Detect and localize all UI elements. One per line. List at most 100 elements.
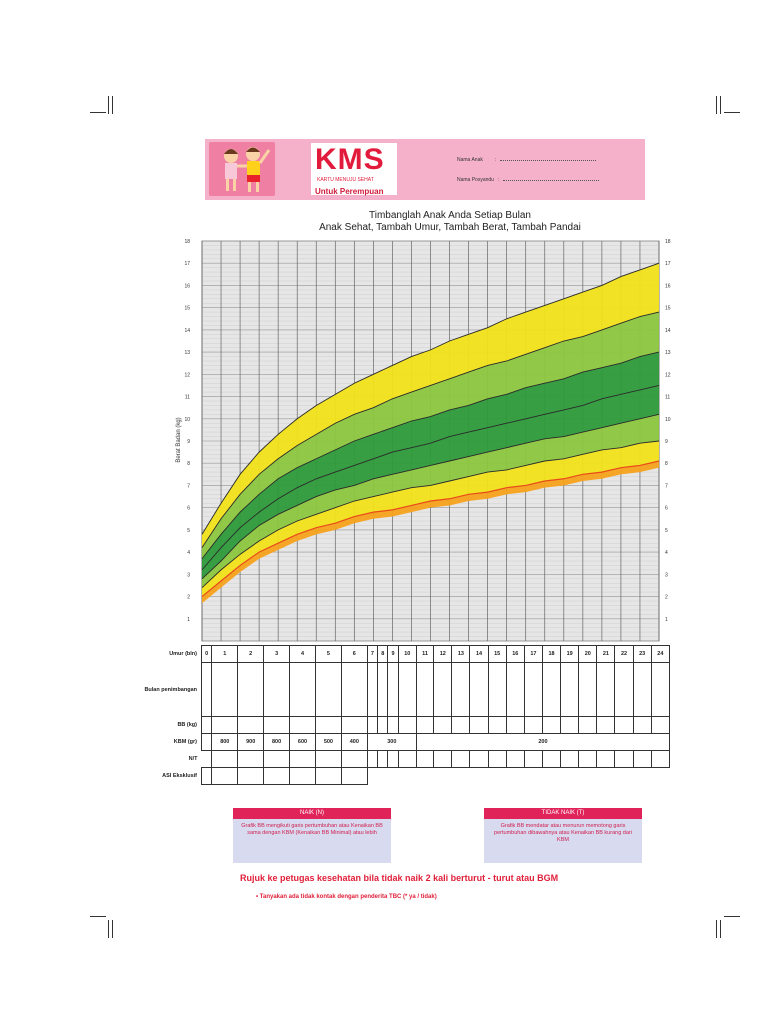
input-cell[interactable] bbox=[263, 662, 291, 717]
input-cell[interactable] bbox=[541, 716, 562, 734]
input-cell[interactable] bbox=[314, 716, 342, 734]
input-cell[interactable] bbox=[505, 662, 525, 717]
input-cell[interactable] bbox=[415, 662, 435, 717]
input-cell[interactable] bbox=[650, 716, 671, 734]
input-cell[interactable] bbox=[469, 716, 489, 734]
input-cell[interactable] bbox=[523, 662, 543, 717]
input-cell[interactable] bbox=[200, 767, 213, 785]
input-cell[interactable] bbox=[387, 750, 399, 768]
input-cell[interactable] bbox=[560, 750, 580, 768]
input-cell[interactable] bbox=[366, 750, 379, 768]
input-cell[interactable] bbox=[596, 716, 616, 734]
month-cell: 11 bbox=[415, 645, 435, 663]
input-cell[interactable] bbox=[596, 662, 616, 717]
input-cell[interactable] bbox=[632, 662, 652, 717]
input-cell[interactable] bbox=[237, 750, 265, 768]
input-cell[interactable] bbox=[523, 716, 543, 734]
y-tick-label-left: 2 bbox=[187, 595, 190, 601]
input-cell[interactable] bbox=[211, 716, 239, 734]
input-cell[interactable] bbox=[377, 716, 389, 734]
input-cell[interactable] bbox=[314, 767, 342, 785]
input-cell[interactable] bbox=[340, 716, 368, 734]
y-tick-label-right: 12 bbox=[665, 372, 671, 378]
input-cell[interactable] bbox=[614, 750, 634, 768]
input-cell[interactable] bbox=[263, 716, 291, 734]
input-cell[interactable] bbox=[433, 662, 453, 717]
input-cell[interactable] bbox=[340, 767, 368, 785]
month-cell: 15 bbox=[487, 645, 507, 663]
input-cell[interactable] bbox=[650, 750, 671, 768]
month-cell: 16 bbox=[505, 645, 525, 663]
input-cell[interactable] bbox=[377, 662, 389, 717]
input-cell[interactable] bbox=[487, 716, 507, 734]
input-cell[interactable] bbox=[596, 750, 616, 768]
input-cell[interactable] bbox=[397, 662, 417, 717]
input-cell[interactable] bbox=[415, 716, 435, 734]
input-cell[interactable] bbox=[211, 767, 239, 785]
growth-curve bbox=[201, 262, 660, 535]
input-cell[interactable] bbox=[340, 662, 368, 717]
input-cell[interactable] bbox=[632, 750, 652, 768]
input-cell[interactable] bbox=[366, 662, 379, 717]
input-cell[interactable] bbox=[451, 662, 471, 717]
input-cell[interactable] bbox=[505, 716, 525, 734]
input-cell[interactable] bbox=[578, 716, 598, 734]
input-cell[interactable] bbox=[289, 716, 316, 734]
input-cell[interactable] bbox=[469, 750, 489, 768]
crop-mark-top-left bbox=[90, 96, 116, 122]
growth-band bbox=[202, 414, 659, 588]
month-cell: 17 bbox=[523, 645, 543, 663]
input-cell[interactable] bbox=[237, 767, 265, 785]
legend-naik-title: NAIK (N) bbox=[233, 808, 391, 819]
input-cell[interactable] bbox=[211, 662, 239, 717]
y-tick-label-right: 11 bbox=[665, 395, 670, 401]
input-cell[interactable] bbox=[289, 662, 316, 717]
input-cell[interactable] bbox=[560, 716, 580, 734]
input-cell[interactable] bbox=[377, 750, 389, 768]
input-cell[interactable] bbox=[263, 750, 291, 768]
input-cell[interactable] bbox=[387, 716, 399, 734]
input-cell[interactable] bbox=[541, 750, 562, 768]
input-cell[interactable] bbox=[487, 750, 507, 768]
input-cell[interactable] bbox=[469, 662, 489, 717]
input-cell[interactable] bbox=[397, 750, 417, 768]
input-cell[interactable] bbox=[237, 662, 265, 717]
input-cell[interactable] bbox=[263, 767, 291, 785]
input-cell[interactable] bbox=[314, 662, 342, 717]
input-cell[interactable] bbox=[200, 662, 213, 717]
input-cell[interactable] bbox=[505, 750, 525, 768]
y-tick-label-left: 9 bbox=[187, 439, 190, 445]
input-cell[interactable] bbox=[560, 662, 580, 717]
input-cell[interactable] bbox=[614, 662, 634, 717]
month-cell: 14 bbox=[469, 645, 489, 663]
input-cell[interactable] bbox=[237, 716, 265, 734]
growth-band bbox=[202, 352, 659, 570]
y-tick-label-right: 15 bbox=[665, 306, 671, 312]
input-cell[interactable] bbox=[433, 716, 453, 734]
growth-curve bbox=[201, 413, 660, 580]
y-tick-label-left: 8 bbox=[187, 461, 190, 467]
input-cell[interactable] bbox=[614, 716, 634, 734]
input-cell[interactable] bbox=[387, 662, 399, 717]
input-cell[interactable] bbox=[541, 662, 562, 717]
input-cell[interactable] bbox=[451, 750, 471, 768]
growth-curve bbox=[201, 385, 660, 571]
input-cell[interactable] bbox=[487, 662, 507, 717]
input-cell[interactable] bbox=[200, 716, 213, 734]
input-cell[interactable] bbox=[632, 716, 652, 734]
month-cell: 20 bbox=[578, 645, 598, 663]
input-cell[interactable] bbox=[314, 750, 342, 768]
input-cell[interactable] bbox=[211, 750, 239, 768]
input-cell[interactable] bbox=[433, 750, 453, 768]
input-cell[interactable] bbox=[578, 662, 598, 717]
input-cell[interactable] bbox=[397, 716, 417, 734]
input-cell[interactable] bbox=[366, 716, 379, 734]
input-cell[interactable] bbox=[650, 662, 671, 717]
input-cell[interactable] bbox=[340, 750, 368, 768]
input-cell[interactable] bbox=[415, 750, 435, 768]
input-cell[interactable] bbox=[523, 750, 543, 768]
input-cell[interactable] bbox=[289, 767, 316, 785]
input-cell[interactable] bbox=[451, 716, 471, 734]
input-cell[interactable] bbox=[578, 750, 598, 768]
input-cell[interactable] bbox=[289, 750, 316, 768]
